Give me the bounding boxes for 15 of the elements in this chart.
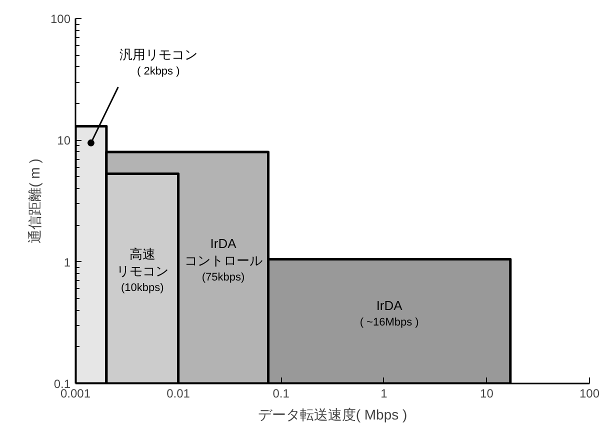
text: 汎用リモコン ( 2kbps ): [119, 47, 198, 78]
x-tick-label: 0.01: [166, 386, 190, 400]
series-label: IrDA ( ~16Mbps ): [360, 298, 419, 328]
y-tick-label: 10: [57, 134, 71, 148]
x-tick-label: 0.1: [272, 386, 290, 400]
y-axis-title: 通信距離( m ): [26, 158, 42, 244]
y-tick-label: 1: [64, 255, 71, 270]
x-tick-label: 0.001: [60, 386, 91, 400]
x-tick-label: 100: [579, 386, 600, 400]
series-label: IrDA コントロール (75kbps): [184, 236, 262, 284]
y-tick-label: 100: [50, 12, 71, 26]
x-axis-title: データ転送速度( Mbps ): [258, 406, 408, 422]
series-label: 高速リモコン (10kbps): [116, 246, 168, 294]
x-tick-label: 10: [480, 386, 494, 400]
x-tick-label: 1: [380, 386, 388, 400]
